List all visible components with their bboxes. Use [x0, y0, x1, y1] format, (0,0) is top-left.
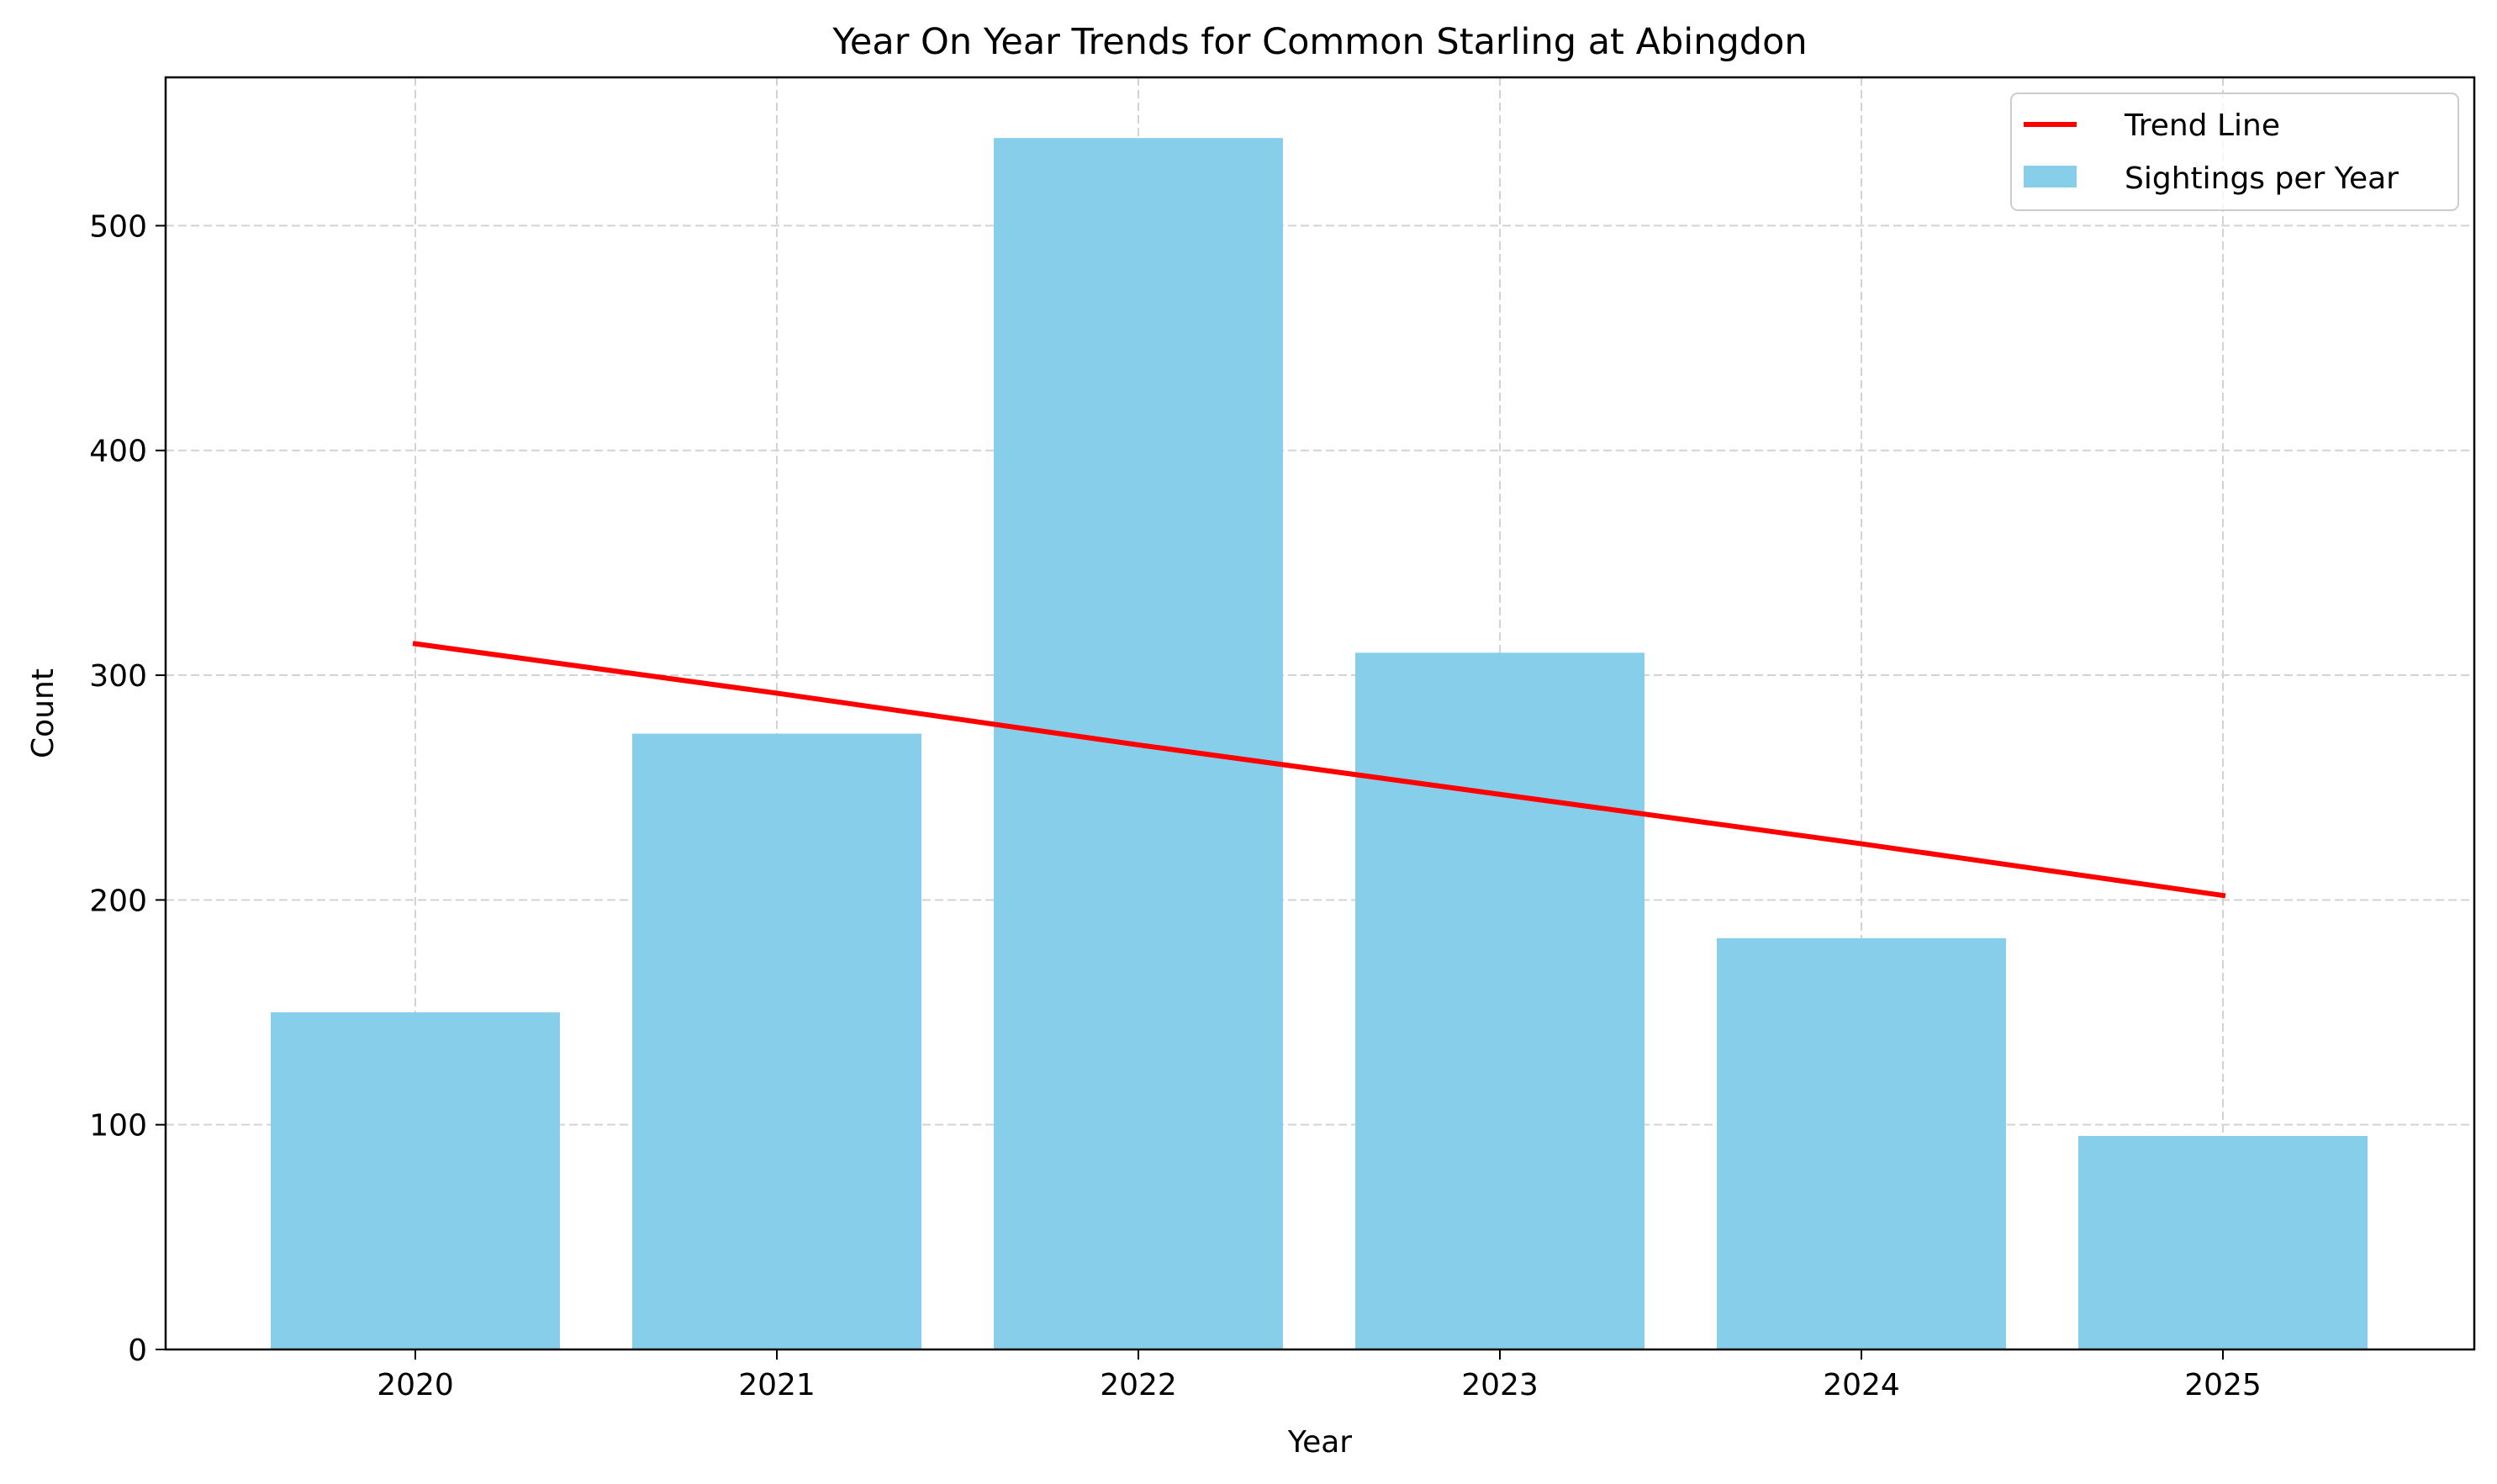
trend-line: [412, 641, 2226, 899]
y-tick-label: 400: [89, 435, 147, 469]
legend-label-sightings: Sightings per Year: [2125, 161, 2399, 196]
trend-line-group: [412, 641, 2226, 899]
bar: [1717, 937, 2006, 1349]
bar: [271, 1012, 560, 1349]
legend: Trend Line Sightings per Year: [2010, 92, 2459, 211]
x-tick-label: 2020: [377, 1368, 454, 1402]
bars: [271, 138, 2368, 1349]
bar: [2078, 1136, 2368, 1349]
plot-area: 2020 2021 2022 2023 2024 2025 0 100 200 300 400 50…: [89, 76, 2476, 1402]
y-tick-label: 500: [89, 209, 147, 244]
x-tick-label: 2025: [2184, 1368, 2262, 1402]
x-tick-label: 2023: [1461, 1368, 1539, 1402]
x-axis-title: Year: [1287, 1425, 1352, 1460]
y-tick-label: 100: [89, 1109, 147, 1143]
y-tick-label: 300: [89, 659, 147, 694]
x-tick-label: 2021: [738, 1368, 816, 1402]
x-tick-label: 2024: [1823, 1368, 1900, 1402]
legend-swatch-sightings: [2024, 166, 2077, 187]
chart-title: Year On Year Trends for Common Starling …: [831, 21, 1807, 63]
y-axis-title: Count: [26, 668, 61, 758]
legend-box: [2010, 92, 2459, 211]
plot-frame: [164, 76, 2476, 1351]
y-axis: 0 100 200 300 400 500: [89, 209, 166, 1368]
x-axis: 2020 2021 2022 2023 2024 2025: [377, 1349, 2262, 1402]
bar: [1355, 652, 1644, 1349]
x-tick-label: 2022: [1100, 1368, 1177, 1402]
y-tick-label: 200: [89, 884, 147, 918]
y-tick-label: 0: [128, 1333, 147, 1368]
legend-label-trend-line: Trend Line: [2124, 108, 2280, 143]
bar: [632, 733, 921, 1349]
